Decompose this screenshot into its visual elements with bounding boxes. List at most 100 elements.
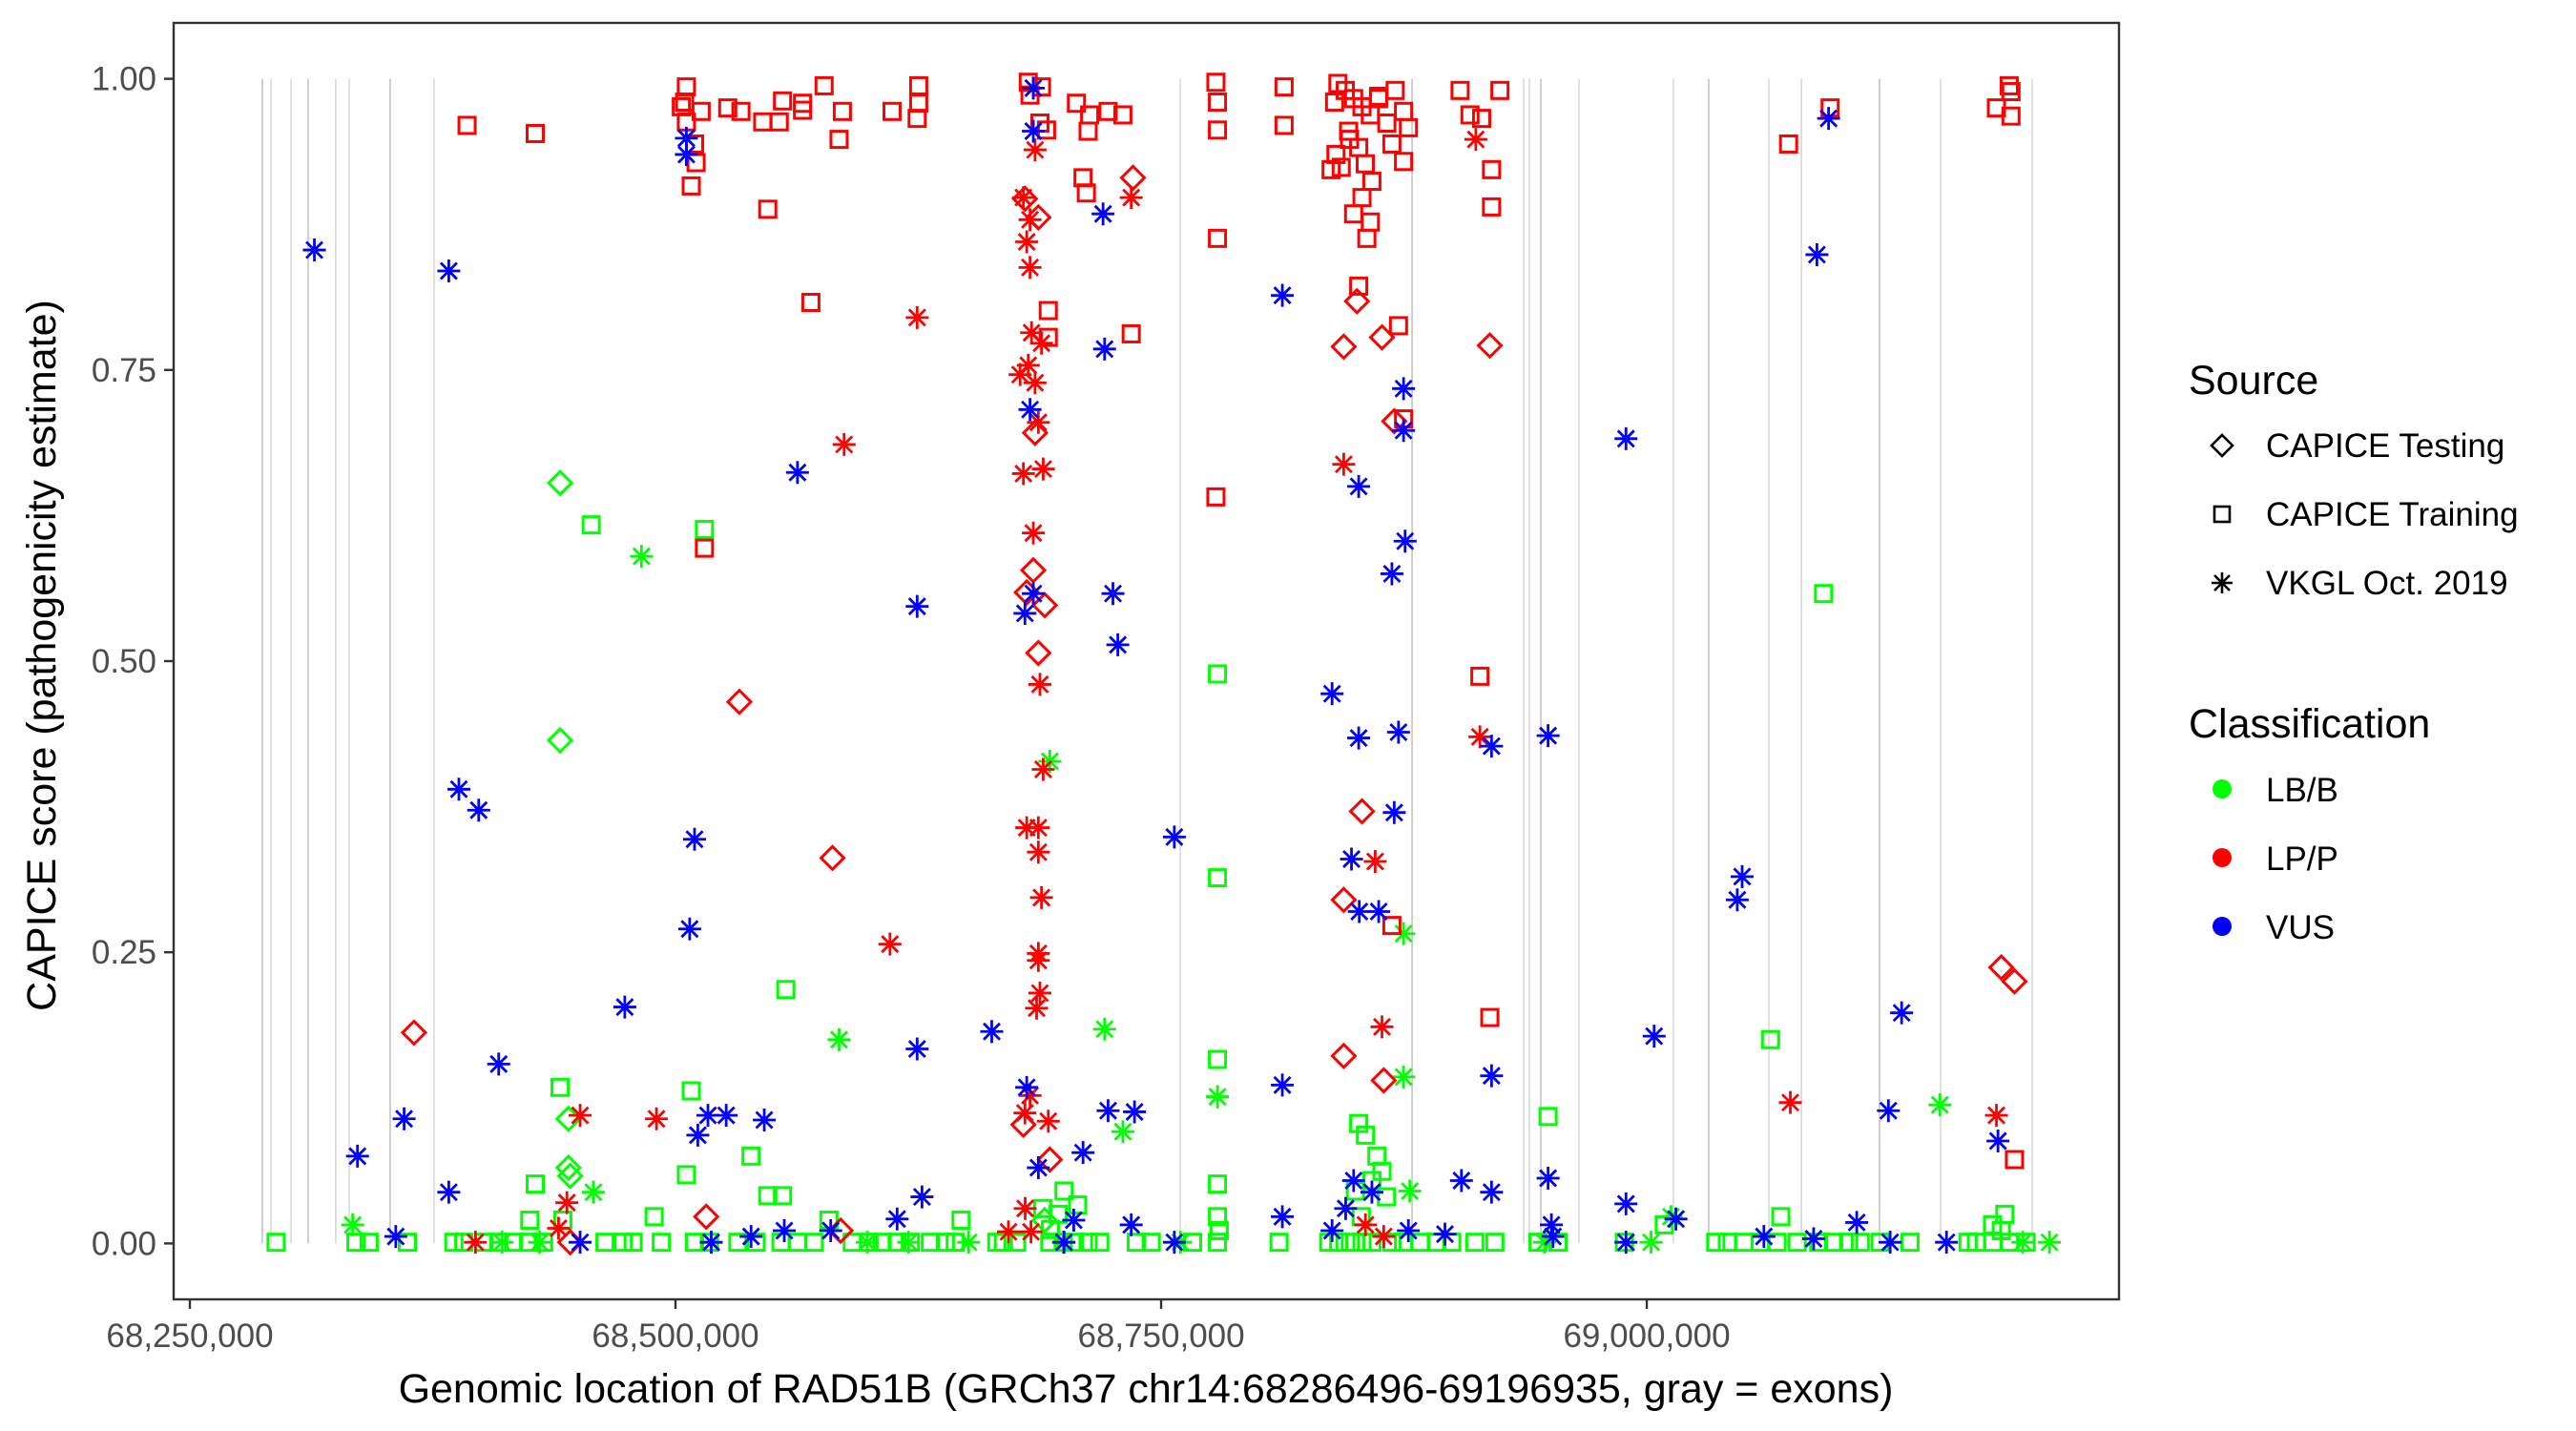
data-point-vkgl-lbb bbox=[2038, 1231, 2062, 1255]
data-point-training-lbb bbox=[613, 1233, 634, 1253]
data-point-vkgl-lbb bbox=[897, 1231, 921, 1255]
data-point-training-lbb bbox=[581, 515, 601, 535]
y-tick-label: 1.00 bbox=[92, 61, 156, 98]
data-point-testing-lbb bbox=[554, 1153, 582, 1182]
data-point-training-lbb bbox=[746, 1233, 766, 1253]
data-point-vkgl-vus bbox=[1480, 1180, 1504, 1204]
data-point-testing-lpp bbox=[1476, 332, 1504, 360]
data-point-testing-lpp bbox=[1119, 164, 1147, 192]
data-point-training-lpp bbox=[907, 109, 927, 129]
data-point-training-lpp bbox=[1394, 152, 1414, 172]
data-point-vkgl-vus bbox=[905, 1037, 929, 1061]
x-axis-ticks: 68,250,000 68,500,000 68,750,000 69,000,000 bbox=[106, 1299, 1731, 1355]
data-point-training-lbb bbox=[1850, 1233, 1870, 1253]
data-point-training-lbb bbox=[359, 1233, 379, 1253]
data-point-vkgl-vus bbox=[753, 1109, 777, 1131]
data-point-vkgl-lpp bbox=[1354, 1213, 1378, 1236]
data-point-vkgl-lbb bbox=[1532, 1231, 1556, 1255]
data-point-vkgl-vus bbox=[1271, 1205, 1295, 1229]
legend-item-lpp: LP/P bbox=[2212, 840, 2338, 878]
data-point-training-lpp bbox=[1340, 130, 1360, 150]
data-point-vkgl-lpp bbox=[547, 1216, 571, 1240]
data-point-training-lbb bbox=[1054, 1181, 1074, 1201]
data-point-testing-lpp bbox=[1025, 203, 1052, 231]
data-point-vkgl-vus bbox=[437, 259, 461, 283]
data-point-testing-lpp bbox=[819, 844, 846, 872]
data-point-training-lpp bbox=[1471, 109, 1491, 129]
data-point-training-lpp bbox=[883, 101, 903, 121]
data-point-vkgl-vus bbox=[1334, 1196, 1358, 1220]
data-point-vkgl-lpp bbox=[1027, 948, 1050, 972]
data-point-training-lpp bbox=[1206, 73, 1226, 93]
legend-source: Source CAPICE Testing CAPICE Training VK… bbox=[2189, 358, 2519, 602]
data-point-training-lpp bbox=[691, 101, 711, 121]
x-tick-label: 68,500,000 bbox=[592, 1317, 758, 1355]
legend-dot-vus bbox=[2212, 917, 2232, 936]
data-point-vkgl-vus bbox=[773, 1218, 797, 1242]
diamond-icon bbox=[2210, 433, 2234, 458]
y-tick-label: 0.75 bbox=[92, 352, 156, 389]
data-point-vkgl-vus bbox=[677, 917, 701, 941]
data-point-vkgl-vus bbox=[1392, 377, 1416, 401]
data-point-vkgl-vus bbox=[1018, 398, 1042, 422]
data-point-training-lpp bbox=[1208, 120, 1228, 140]
data-point-training-lpp bbox=[832, 101, 852, 121]
data-point-training-lbb bbox=[1983, 1214, 2003, 1234]
data-point-vkgl-lpp bbox=[1468, 725, 1492, 749]
data-point-vkgl-lpp bbox=[1025, 996, 1049, 1020]
data-point-testing-lpp bbox=[1330, 1042, 1358, 1069]
data-point-training-lpp bbox=[1381, 134, 1402, 154]
data-point-vkgl-vus bbox=[1162, 1231, 1186, 1255]
data-point-vkgl-lpp bbox=[464, 1231, 488, 1255]
data-point-training-lpp bbox=[1038, 327, 1058, 347]
exon-lines bbox=[261, 78, 2033, 1244]
data-point-vkgl-vus bbox=[1536, 1167, 1560, 1191]
data-point-vkgl-vus bbox=[675, 142, 698, 166]
data-point-vkgl-vus bbox=[1540, 1213, 1564, 1236]
data-point-vkgl-vus bbox=[1731, 864, 1755, 888]
data-point-training-lpp bbox=[1080, 105, 1100, 125]
data-point-training-lbb bbox=[533, 1233, 553, 1253]
data-point-vkgl-vus bbox=[1541, 1225, 1565, 1249]
data-point-vkgl-lpp bbox=[1023, 371, 1047, 395]
data-point-training-lbb bbox=[1340, 1233, 1361, 1253]
data-point-training-lpp bbox=[1357, 228, 1377, 248]
data-point-training-lpp bbox=[1038, 301, 1058, 321]
data-point-vkgl-vus bbox=[1397, 1218, 1421, 1242]
data-point-testing-lpp bbox=[1330, 333, 1358, 361]
data-point-training-lbb bbox=[1372, 1161, 1392, 1181]
data-point-training-lpp bbox=[769, 112, 789, 132]
data-point-training-lpp bbox=[1274, 115, 1294, 135]
data-point-training-lpp bbox=[695, 538, 715, 558]
data-point-vkgl-vus bbox=[1890, 1001, 1914, 1025]
data-point-vkgl-lpp bbox=[555, 1191, 579, 1214]
data-point-training-lpp bbox=[1349, 276, 1369, 296]
data-point-training-lpp bbox=[1324, 93, 1344, 113]
data-point-vkgl-vus bbox=[739, 1225, 763, 1249]
data-point-vkgl-lbb bbox=[1392, 1065, 1416, 1089]
data-point-testing-lpp bbox=[725, 688, 754, 716]
data-point-training-lbb bbox=[1900, 1233, 1920, 1253]
data-point-vkgl-vus bbox=[905, 594, 929, 618]
data-point-vkgl-vus bbox=[1022, 582, 1046, 606]
data-point-training-lpp bbox=[1121, 323, 1141, 343]
data-point-training-lpp bbox=[1208, 228, 1228, 248]
data-point-training-lbb bbox=[935, 1233, 955, 1253]
data-point-vkgl-lpp bbox=[1028, 981, 1051, 1005]
data-point-vkgl-lpp bbox=[1363, 849, 1387, 873]
data-point-vkgl-lpp bbox=[1370, 1015, 1394, 1039]
data-point-training-lbb bbox=[1208, 1207, 1228, 1227]
data-point-training-lpp bbox=[717, 98, 737, 118]
data-point-testing-lpp bbox=[1030, 591, 1059, 619]
data-point-vkgl-vus bbox=[1123, 1100, 1147, 1124]
data-point-vkgl-vus bbox=[1052, 1231, 1076, 1255]
data-point-training-lpp bbox=[1450, 80, 1470, 100]
data-point-vkgl-vus bbox=[1725, 888, 1749, 912]
data-point-vkgl-lpp bbox=[1027, 816, 1050, 840]
legend-classification: Classification LB/B LP/P VUS bbox=[2189, 701, 2430, 946]
data-point-vkgl-vus bbox=[785, 461, 809, 485]
data-point-vkgl-lpp bbox=[1984, 1104, 2008, 1128]
data-point-training-lbb bbox=[1068, 1195, 1088, 1215]
data-point-vkgl-vus bbox=[1664, 1207, 1688, 1231]
data-point-vkgl-lbb bbox=[581, 1180, 605, 1204]
